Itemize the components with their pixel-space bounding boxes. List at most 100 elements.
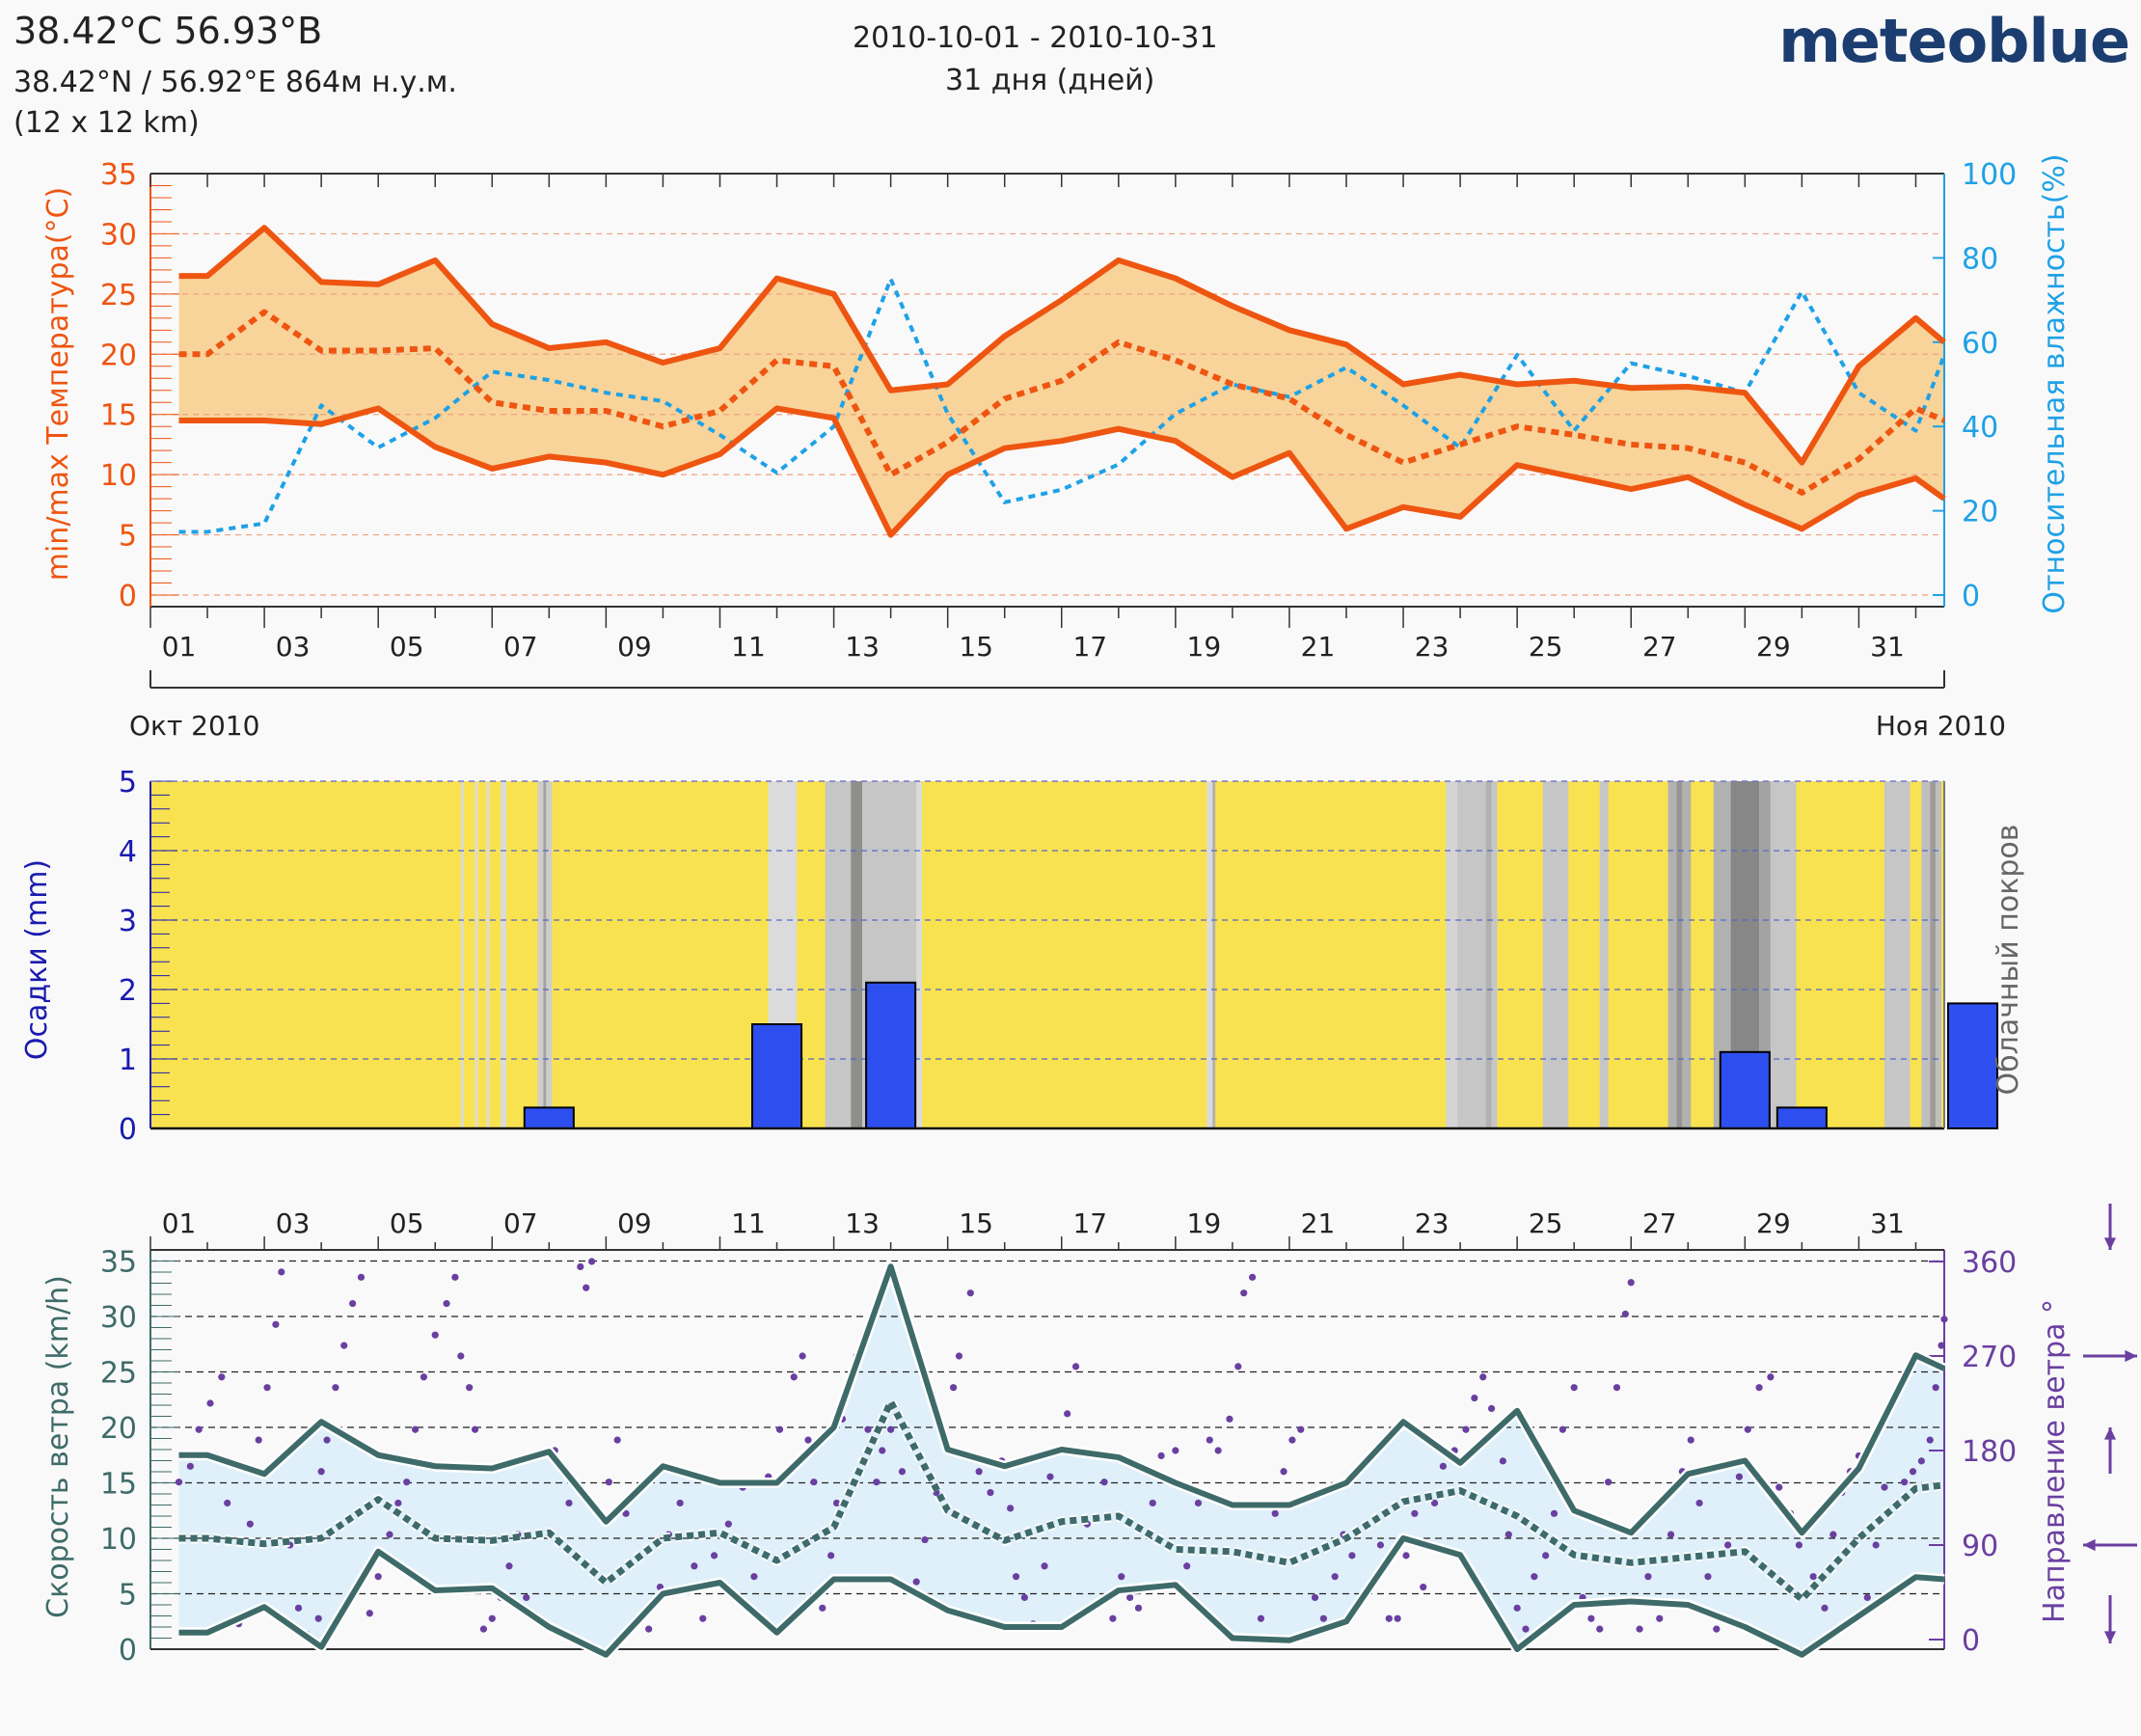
wind-direction-point	[272, 1320, 280, 1328]
wind-day-label: 29	[1756, 1207, 1791, 1239]
wind-direction-point	[724, 1520, 732, 1528]
wind-day-label: 01	[162, 1207, 197, 1239]
wind-direction-point	[750, 1573, 758, 1581]
wind-direction-point	[471, 1425, 479, 1433]
temp-day-label: 05	[390, 631, 424, 663]
wind-direction-point	[314, 1614, 322, 1622]
wind-direction-point	[1901, 1478, 1909, 1486]
wind-direction-point	[676, 1499, 684, 1507]
wind-direction-point	[317, 1468, 325, 1476]
wind-day-label: 27	[1642, 1207, 1677, 1239]
month-label-start: Окт 2010	[129, 710, 259, 742]
humidity-tick-label: 80	[1962, 242, 1998, 276]
temp-day-label: 29	[1756, 631, 1791, 663]
date-range: 2010-10-01 - 2010-10-31	[853, 21, 1218, 55]
wind-direction-point	[195, 1425, 203, 1433]
temp-tick-label: 20	[100, 339, 137, 372]
wind-direction-point	[451, 1273, 459, 1281]
wind-min-line	[178, 1535, 1945, 1658]
wind-direction-point	[1872, 1541, 1880, 1549]
wind-direction-point	[1376, 1541, 1385, 1549]
wind-day-label: 31	[1870, 1207, 1905, 1239]
wind-direction-point	[1621, 1310, 1629, 1318]
wind-tick-label: 15	[100, 1468, 137, 1502]
wind-direction-point	[1735, 1473, 1744, 1480]
wind-direction-point	[366, 1610, 373, 1617]
wind-tick-label: 0	[119, 1634, 137, 1668]
wind-direction-point	[1909, 1468, 1917, 1476]
direction-tick-label: 0	[1962, 1624, 1980, 1658]
wind-direction-point	[1331, 1573, 1339, 1581]
temp-day-label: 19	[1187, 631, 1222, 663]
wind-direction-point	[1007, 1505, 1015, 1512]
wind-day-label: 19	[1187, 1207, 1222, 1239]
temp-tick-label: 35	[100, 158, 137, 192]
wind-day-label: 21	[1301, 1207, 1336, 1239]
wind-direction-point	[810, 1478, 818, 1486]
temp-min-line	[178, 405, 1946, 538]
wind-direction-point	[1248, 1273, 1257, 1281]
direction-tick-label: 270	[1962, 1341, 2017, 1374]
cloud-cover-band	[1676, 781, 1683, 1128]
wind-direction-point	[645, 1625, 653, 1633]
cloud-cover-band	[1921, 781, 1931, 1128]
wind-day-label: 09	[617, 1207, 652, 1239]
wind-direction-point	[206, 1399, 214, 1407]
wind-direction-point	[186, 1462, 194, 1470]
wind-direction-point	[921, 1535, 929, 1544]
wind-direction-point	[1542, 1552, 1550, 1560]
wind-direction-point	[1214, 1447, 1222, 1454]
wind-direction-point	[443, 1299, 450, 1308]
wind-direction-point	[1471, 1394, 1478, 1402]
wind-direction-point	[864, 1425, 872, 1433]
wind-direction-point	[1348, 1552, 1356, 1560]
wind-direction-point	[1767, 1373, 1775, 1381]
wind-direction-point	[394, 1499, 402, 1507]
wind-direction-point	[332, 1384, 339, 1392]
temp-day-label: 07	[503, 631, 538, 663]
wind-direction-point	[1234, 1363, 1242, 1370]
grid-resolution: (12 x 12 km)	[14, 106, 200, 140]
wind-direction-point	[263, 1384, 271, 1392]
cloud-cover-band	[1206, 781, 1213, 1128]
wind-direction-point	[386, 1531, 393, 1538]
cloud-cover-band	[1936, 781, 1942, 1128]
wind-mean-line	[178, 1398, 1945, 1603]
wind-direction-point	[1041, 1562, 1048, 1570]
cloud-cover-band	[486, 781, 490, 1128]
wind-direction-point	[1311, 1593, 1319, 1602]
precip-bar	[1947, 1002, 1999, 1130]
wind-direction-point	[1513, 1604, 1521, 1612]
wind-direction-point	[1504, 1531, 1512, 1538]
temp-day-label: 23	[1415, 631, 1450, 663]
wind-direction-point	[1271, 1509, 1279, 1517]
wind-direction-point	[340, 1342, 348, 1349]
cloud-cover-band	[546, 781, 553, 1128]
humidity-line	[178, 277, 1946, 534]
wind-direction-point	[1462, 1425, 1470, 1433]
direction-axis-title: Направление ветра °	[2038, 1299, 2072, 1623]
wind-direction-point	[1550, 1509, 1558, 1517]
wind-direction-point	[1385, 1614, 1393, 1622]
temp-tick-label: 10	[100, 459, 137, 493]
cloud-cover-band	[1457, 781, 1486, 1128]
wind-direction-point	[1522, 1625, 1530, 1633]
wind-direction-point	[832, 1499, 841, 1507]
wind-day-label: 23	[1415, 1207, 1450, 1239]
wind-direction-point	[1940, 1316, 1948, 1323]
wind-direction-point	[1636, 1625, 1643, 1633]
wind-direction-point	[349, 1299, 357, 1308]
wind-direction-point	[1613, 1384, 1621, 1392]
wind-direction-point	[1587, 1614, 1595, 1622]
precip-bar	[865, 981, 917, 1129]
cloud-cover-band	[1212, 781, 1216, 1128]
wind-direction-point	[955, 1352, 963, 1360]
cloud-cover-band	[851, 781, 863, 1128]
wind-direction-point	[1439, 1462, 1447, 1470]
cloud-cover-band	[1884, 781, 1911, 1128]
wind-day-label: 05	[390, 1207, 424, 1239]
wind-direction-point	[523, 1593, 530, 1602]
wind-direction-point	[431, 1331, 439, 1339]
wind-direction-point	[1394, 1614, 1401, 1622]
direction-tick-label: 360	[1962, 1246, 2017, 1280]
